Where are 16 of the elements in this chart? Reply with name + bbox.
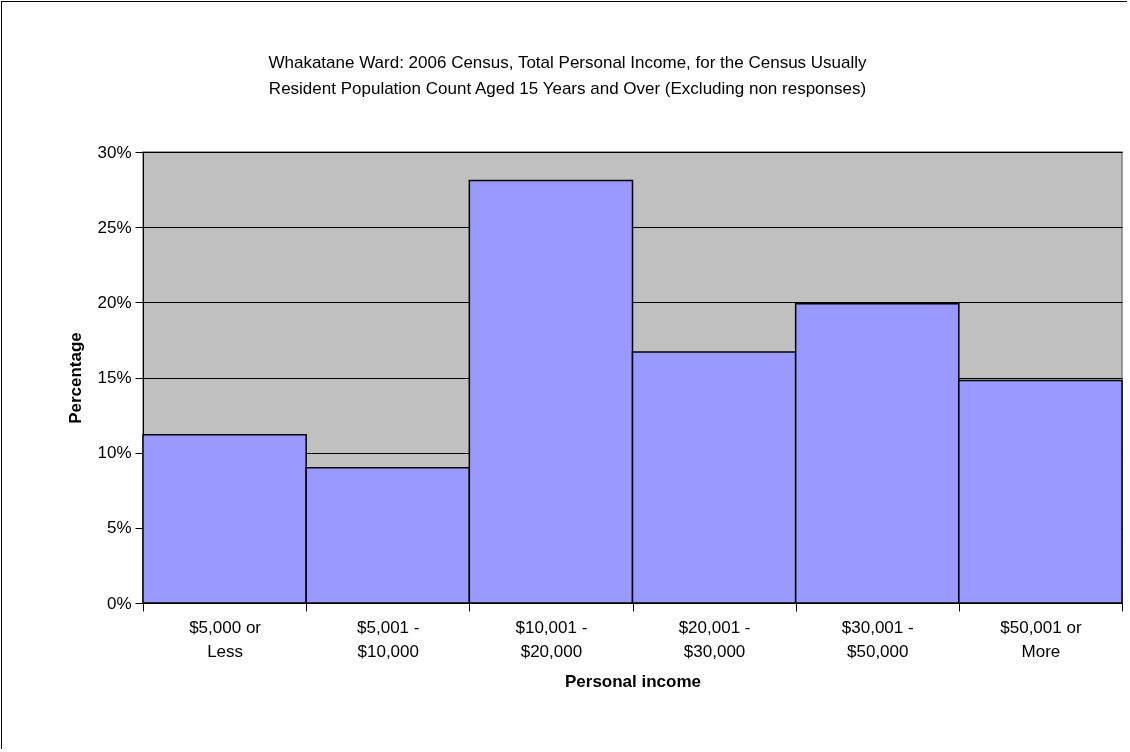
y-tick-label: 30%: [97, 142, 132, 162]
x-tick-label: $5,001 - $10,000: [357, 617, 420, 661]
y-tick-label: 10%: [97, 443, 132, 463]
y-tick-label: 25%: [97, 217, 132, 237]
x-tick-label: $5,000 or Less: [189, 617, 262, 661]
chart-title: Whakatane Ward: 2006 Census, Total Personal Income, for the Census Usually Resident Population Count Aged 15 Years and Over (Excluding non responses): [268, 53, 868, 98]
x-tick-label: $50,001 or More: [1000, 617, 1082, 661]
y-tick-label: 20%: [97, 292, 132, 312]
x-axis-title: Personal income: [564, 671, 702, 691]
y-axis-title: Percentage: [66, 332, 86, 424]
y-tick-label: 0%: [106, 593, 132, 613]
x-tick-label: $20,001 - $30,000: [678, 617, 751, 661]
y-tick-label: 5%: [106, 518, 132, 538]
y-tick-label: 15%: [97, 368, 132, 387]
x-tick-label: $10,001 - $20,000: [515, 617, 588, 661]
x-tick-label: $30,001 - $50,000: [841, 617, 914, 661]
